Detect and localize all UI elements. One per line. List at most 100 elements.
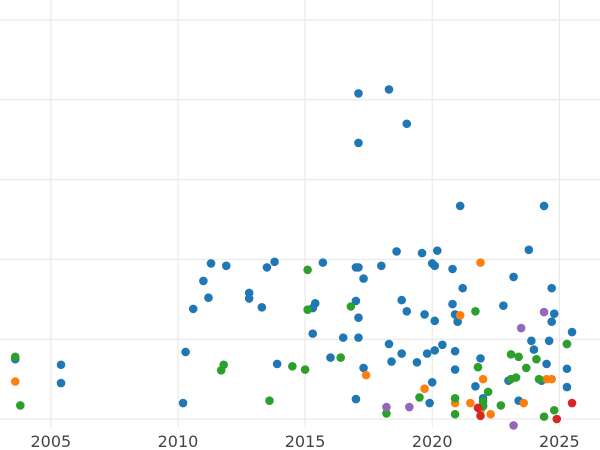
data-point: [16, 401, 25, 410]
x-tick-label: 2010: [158, 432, 199, 450]
data-point: [542, 359, 551, 369]
data-point: [417, 248, 427, 258]
data-point: [473, 362, 483, 372]
data-point: [450, 409, 460, 419]
data-point: [547, 283, 556, 293]
data-point: [354, 333, 363, 342]
data-point: [562, 364, 572, 374]
data-point: [539, 307, 549, 317]
data-point: [539, 201, 549, 211]
data-point: [455, 201, 465, 211]
x-tick-label: 2005: [30, 432, 71, 450]
data-point: [308, 329, 318, 338]
data-point: [219, 360, 229, 370]
data-point: [466, 398, 475, 408]
x-tick-label: 2025: [539, 432, 580, 450]
data-point: [382, 402, 391, 412]
data-point: [476, 411, 485, 421]
points-layer: [10, 85, 577, 430]
data-point: [476, 258, 485, 267]
data-point: [262, 263, 272, 272]
data-point: [346, 302, 356, 311]
data-point: [562, 339, 572, 349]
data-point: [221, 261, 231, 271]
data-point: [549, 309, 559, 318]
data-point: [359, 363, 368, 373]
data-point: [519, 398, 529, 408]
data-point: [336, 353, 345, 362]
data-point: [188, 304, 198, 314]
data-point: [478, 397, 488, 406]
data-point: [405, 402, 414, 412]
data-point: [496, 401, 506, 410]
data-point: [354, 138, 363, 148]
data-point: [303, 305, 312, 314]
data-point: [476, 354, 485, 363]
data-point: [506, 350, 516, 359]
data-point: [514, 352, 523, 362]
data-point: [10, 352, 20, 362]
data-point: [354, 89, 363, 98]
data-point: [509, 272, 518, 282]
data-point: [377, 261, 386, 271]
data-point: [318, 258, 328, 267]
data-point: [415, 393, 424, 402]
data-point: [10, 377, 20, 386]
data-point: [265, 396, 274, 405]
data-point: [458, 283, 468, 293]
data-point: [354, 313, 363, 322]
data-point: [450, 393, 460, 403]
data-point: [438, 340, 447, 350]
data-point: [397, 349, 406, 358]
data-point: [567, 327, 577, 337]
data-point: [527, 336, 536, 346]
data-point: [529, 345, 539, 354]
data-point: [288, 362, 297, 371]
data-point: [178, 398, 188, 408]
data-point: [509, 421, 518, 430]
data-point: [486, 409, 495, 419]
data-point: [422, 349, 432, 358]
data-point: [430, 261, 440, 271]
x-tick-label: 2015: [285, 432, 326, 450]
data-point: [387, 357, 396, 366]
data-point: [511, 373, 521, 382]
data-point: [549, 405, 559, 415]
data-point: [499, 301, 508, 310]
data-point: [450, 365, 460, 374]
x-axis-ticks: 2005 2010 2015 2020 2025: [30, 432, 579, 450]
data-point: [562, 382, 572, 392]
data-point: [521, 363, 531, 373]
data-point: [338, 333, 348, 342]
data-point: [455, 310, 465, 320]
data-point: [450, 346, 460, 356]
data-point: [351, 394, 361, 404]
data-point: [384, 85, 394, 94]
data-point: [354, 263, 363, 272]
data-point: [326, 353, 335, 362]
data-point: [532, 354, 541, 364]
data-point: [420, 310, 429, 319]
data-point: [384, 339, 394, 349]
data-point: [471, 306, 480, 316]
data-point: [351, 296, 361, 306]
data-point: [547, 317, 556, 326]
data-point: [199, 276, 208, 286]
data-point: [300, 365, 310, 374]
data-point: [430, 346, 440, 355]
data-point: [430, 316, 440, 326]
data-point: [567, 398, 577, 408]
data-point: [181, 347, 190, 357]
data-point: [427, 378, 437, 387]
data-point: [552, 414, 562, 424]
grid-layer: [0, 0, 600, 427]
x-tick-label: 2020: [412, 432, 453, 450]
data-point: [432, 246, 442, 255]
data-point: [448, 264, 457, 274]
data-point: [524, 245, 534, 255]
data-point: [382, 409, 391, 418]
data-point: [420, 384, 429, 393]
data-point: [361, 370, 371, 380]
